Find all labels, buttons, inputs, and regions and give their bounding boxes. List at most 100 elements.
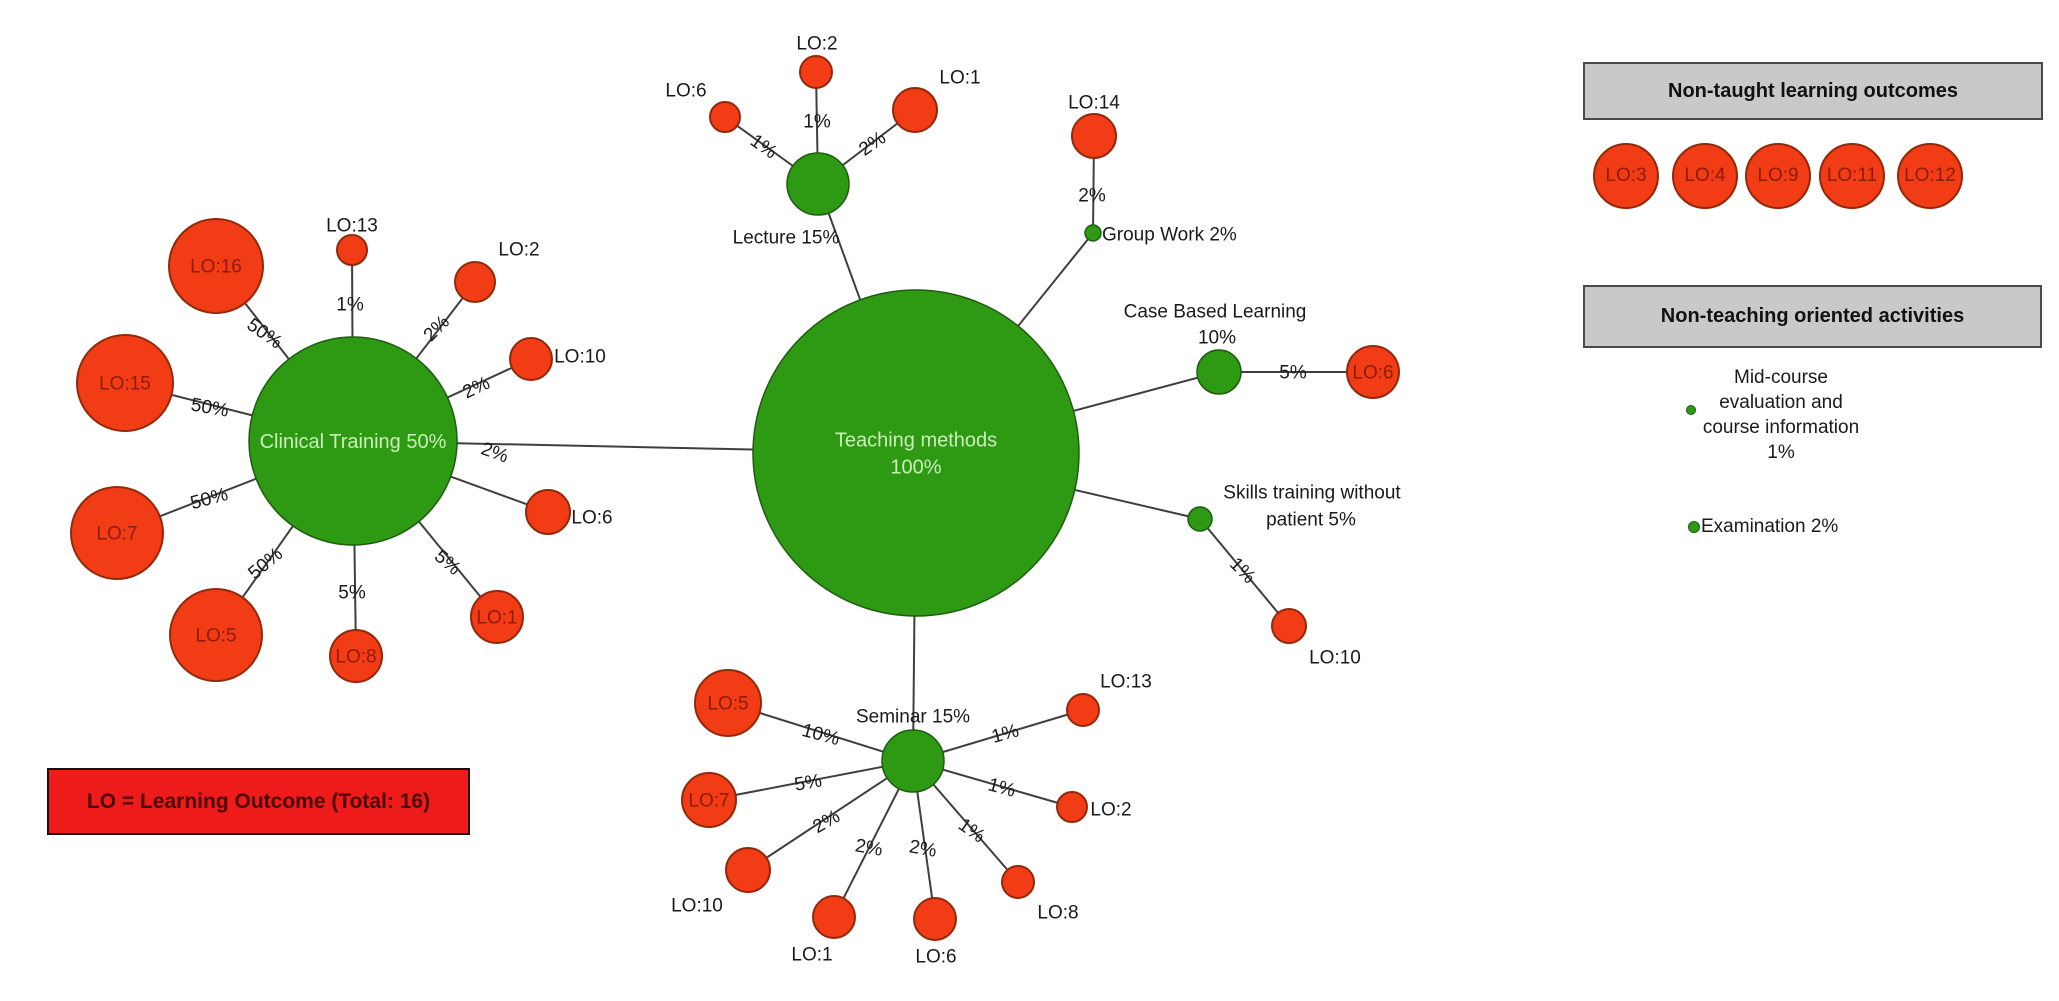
edge-pct-ct1: 5% — [430, 546, 465, 580]
outcome-label-ct16: LO:16 — [190, 257, 242, 278]
outcome-label-sem10: LO:10 — [671, 896, 723, 917]
method-node-cbl — [1196, 349, 1242, 395]
outcome-label-ct8: LO:8 — [335, 647, 376, 668]
edge-pct-gw14: 2% — [1078, 186, 1106, 207]
outcome-label-gw14: LO:14 — [1068, 93, 1120, 114]
method-label-teaching-0: Teaching methods — [835, 430, 997, 452]
outcome-node-lec6 — [709, 101, 741, 133]
outcome-node-sem10 — [725, 847, 771, 893]
outcome-label-lec2: LO:2 — [796, 34, 837, 55]
non-teaching-activities-header-label: Non-teaching oriented activities — [1660, 305, 1965, 327]
outcome-label-ct7: LO:7 — [96, 524, 137, 545]
legend-banner: LO = Learning Outcome (Total: 16) — [47, 768, 470, 835]
method-node-groupwork — [1084, 224, 1102, 242]
midcourse-line-2: evaluation and — [1719, 392, 1843, 413]
non-taught-lo9-circle: LO:9 — [1745, 143, 1811, 209]
midcourse-bullet-icon — [1686, 405, 1696, 415]
method-node-clinical — [248, 336, 458, 546]
non-taught-lo11-circle: LO:11 — [1819, 143, 1885, 209]
method-label-clinical-0: Clinical Training 50% — [260, 431, 447, 453]
outcome-label-ct2: LO:2 — [498, 240, 539, 261]
outcome-node-ct10 — [509, 337, 553, 381]
outcome-label-ct10: LO:10 — [554, 347, 606, 368]
edge-pct-ct5: 50% — [244, 544, 287, 585]
edge-pct-sem5: 10% — [800, 720, 842, 750]
non-taught-lo12-label: LO:12 — [1904, 165, 1956, 186]
outcome-node-sem7 — [681, 772, 737, 828]
method-node-seminar — [881, 729, 945, 793]
outcome-label-sem8: LO:8 — [1037, 903, 1078, 924]
edge-pct-sem1: 2% — [853, 835, 884, 860]
method-ext-label-seminar-0: Seminar 15% — [856, 707, 970, 728]
outcome-node-ct13 — [336, 234, 368, 266]
outcome-node-ct2 — [454, 261, 496, 303]
outcome-label-sem6: LO:6 — [915, 947, 956, 968]
outcome-label-ct15: LO:15 — [99, 374, 151, 395]
non-teaching-activities-header: Non-teaching oriented activities — [1583, 285, 2042, 348]
non-taught-lo4-label: LO:4 — [1684, 165, 1726, 186]
outcome-label-lec6: LO:6 — [665, 81, 706, 102]
outcome-node-st10 — [1271, 608, 1307, 644]
method-ext-label-cbl-1: 10% — [1198, 328, 1236, 349]
method-ext-label-skills-1: patient 5% — [1266, 510, 1356, 531]
examination-bullet-icon — [1688, 521, 1700, 533]
outcome-node-ct15 — [76, 334, 174, 432]
outcome-node-ct8 — [329, 629, 383, 683]
edge-pct-ct6: 2% — [478, 439, 511, 468]
method-ext-label-skills-0: Skills training without — [1223, 483, 1401, 504]
outcome-node-ct7 — [70, 486, 164, 580]
outcome-label-sem13: LO:13 — [1100, 672, 1152, 693]
edge-pct-lec2: 1% — [803, 112, 831, 133]
outcome-node-sem13 — [1066, 693, 1100, 727]
outcome-node-sem6 — [913, 897, 957, 941]
non-taught-lo3-label: LO:3 — [1605, 165, 1647, 186]
edge-pct-sem6: 2% — [907, 836, 938, 861]
outcome-node-ct1 — [470, 590, 524, 644]
edge-pct-ct13: 1% — [336, 295, 364, 316]
edge-pct-sem7: 5% — [793, 770, 824, 795]
outcome-label-sem7: LO:7 — [688, 791, 729, 812]
link-st10-skills — [1199, 518, 1290, 627]
method-label-teaching-1: 100% — [890, 457, 941, 479]
midcourse-line-1: Mid-course — [1734, 367, 1828, 388]
non-taught-lo4-circle: LO:4 — [1672, 143, 1738, 209]
non-taught-lo3-circle: LO:3 — [1593, 143, 1659, 209]
edge-pct-cbl6: 5% — [1279, 363, 1307, 384]
outcome-label-ct6: LO:6 — [571, 508, 612, 529]
edge-pct-ct15: 50% — [189, 394, 230, 421]
method-ext-label-lecture-0: Lecture 15% — [733, 228, 840, 249]
outcome-label-st10: LO:10 — [1309, 648, 1361, 669]
outcome-node-sem2 — [1056, 791, 1088, 823]
non-taught-lo11-label: LO:11 — [1826, 165, 1878, 186]
outcome-label-ct1: LO:1 — [476, 608, 517, 629]
outcome-label-cbl6: LO:6 — [1352, 363, 1393, 384]
link-sem10-seminar — [747, 760, 914, 871]
outcome-node-sem8 — [1001, 865, 1035, 899]
edge-pct-ct7: 50% — [188, 484, 230, 514]
edge-pct-ct10: 2% — [460, 373, 494, 404]
outcome-label-sem2: LO:2 — [1090, 800, 1131, 821]
outcome-node-sem1 — [812, 895, 856, 939]
outcome-node-lec1 — [892, 87, 938, 133]
outcome-node-sem5 — [694, 669, 762, 737]
outcome-node-cbl6 — [1346, 345, 1400, 399]
non-taught-outcomes-header-label: Non-taught learning outcomes — [1668, 79, 1958, 102]
method-ext-label-cbl-0: Case Based Learning — [1124, 302, 1307, 323]
link-sem7-seminar — [708, 760, 914, 801]
outcome-node-gw14 — [1071, 113, 1117, 159]
edge-pct-sem13: 1% — [989, 720, 1021, 747]
non-taught-lo12-circle: LO:12 — [1897, 143, 1963, 209]
outcome-label-sem1: LO:1 — [791, 945, 832, 966]
method-ext-label-groupwork-0: Group Work 2% — [1102, 225, 1237, 246]
outcome-node-ct5 — [169, 588, 263, 682]
edge-pct-sem2: 1% — [986, 774, 1018, 801]
midcourse-line-3: course information — [1702, 417, 1860, 438]
outcome-node-lec2 — [799, 55, 833, 89]
method-node-skills — [1187, 506, 1213, 532]
midcourse-line-4: 1% — [1767, 442, 1795, 463]
examination-activity-text: Examination 2% — [1701, 516, 1839, 537]
midcourse-activity-text: Mid-course evaluation and course informa… — [1661, 365, 1901, 465]
outcome-label-ct5: LO:5 — [195, 626, 236, 647]
